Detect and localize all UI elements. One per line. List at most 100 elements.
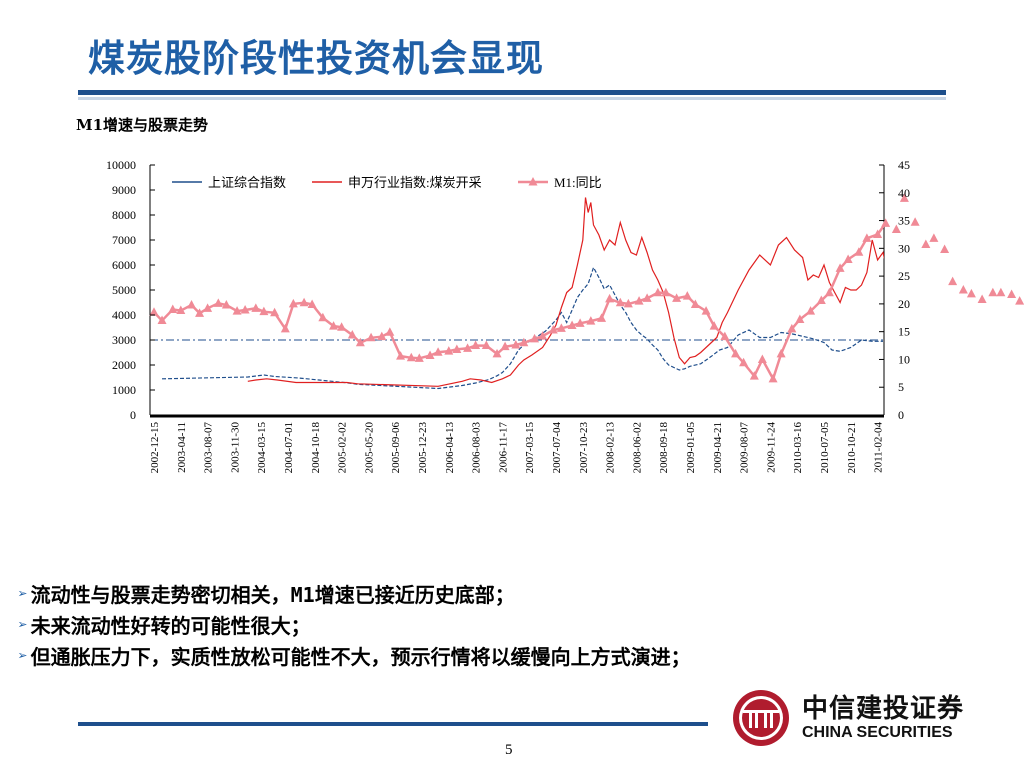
bullet-arrow-icon: ➢	[18, 584, 28, 603]
x-tick-label: 2003-04-11	[176, 422, 188, 473]
series-point-2	[425, 350, 435, 360]
x-tick-label: 2005-05-20	[363, 422, 375, 474]
page-number: 5	[505, 742, 513, 758]
x-tick-label: 2007-07-04	[551, 422, 563, 474]
series-point-2	[538, 331, 548, 340]
series-point-2	[891, 224, 901, 233]
series-point-2	[940, 244, 950, 253]
series-point-2	[672, 293, 682, 302]
y-left-tick-label: 2000	[112, 358, 136, 372]
series-point-2	[757, 354, 767, 363]
series-point-2	[690, 299, 700, 308]
series-point-2	[481, 340, 491, 350]
series-point-2	[433, 347, 443, 356]
series-point-2	[835, 263, 845, 272]
series-line-1	[247, 197, 884, 387]
series-point-2	[149, 307, 159, 316]
series-point-2	[739, 357, 749, 367]
x-tick-label: 2008-06-02	[631, 422, 643, 473]
series-point-2	[157, 315, 167, 325]
legend-label: 申万行业指数:煤炭开采	[348, 175, 482, 190]
series-point-2	[318, 312, 328, 322]
series-point-2	[221, 300, 231, 309]
series-point-2	[1015, 296, 1024, 305]
y-left-tick-label: 10000	[106, 158, 136, 172]
x-tick-label: 2010-03-16	[792, 422, 804, 474]
x-tick-label: 2007-03-15	[524, 422, 536, 474]
series-point-2	[661, 287, 671, 297]
series-point-2	[854, 247, 864, 256]
series-point-2	[270, 307, 280, 317]
y-left-tick-label: 8000	[112, 208, 136, 222]
slide-title: 煤炭股阶段性投资机会显现	[88, 37, 544, 80]
y-right-tick-label: 40	[898, 186, 910, 200]
series-point-2	[623, 298, 633, 308]
series-point-2	[232, 306, 242, 315]
series-point-2	[240, 305, 250, 314]
series-point-2	[615, 297, 625, 307]
series-point-2	[873, 229, 883, 238]
chart-ticks: 0100020003000400050006000700080009000100…	[106, 158, 910, 473]
series-point-2	[816, 295, 826, 305]
y-right-tick-label: 45	[898, 158, 910, 172]
chart-legend: 上证综合指数 申万行业指数:煤炭开采 M1:同比	[172, 175, 602, 190]
series-point-2	[881, 218, 891, 227]
series-point-2	[948, 276, 958, 286]
bullet-text: 流动性与股票走势密切相关，M1增速已接近历史底部；	[30, 583, 515, 607]
series-point-2	[731, 348, 741, 358]
chart-markers	[149, 193, 1024, 383]
series-point-2	[414, 353, 424, 362]
x-tick-label: 2009-11-24	[765, 422, 777, 473]
series-point-2	[966, 288, 976, 298]
series-point-2	[299, 297, 309, 307]
series-point-2	[634, 296, 644, 305]
series-point-2	[605, 293, 615, 303]
bullet-item: ➢ 未来流动性好转的可能性很大；	[18, 609, 691, 640]
y-left-tick-label: 9000	[112, 183, 136, 197]
x-tick-label: 2006-04-13	[444, 422, 456, 474]
series-point-2	[511, 340, 521, 349]
series-point-2	[259, 306, 269, 316]
series-point-2	[709, 321, 719, 330]
x-tick-label: 2007-10-23	[578, 422, 590, 474]
x-tick-label: 2011-02-04	[873, 422, 885, 473]
series-point-2	[768, 373, 778, 383]
series-point-2	[406, 352, 416, 362]
series-point-2	[556, 323, 566, 332]
series-line-2	[153, 223, 884, 383]
chart-title: M1增速与股票走势	[76, 116, 209, 134]
logo-name-en: CHINA SECURITIES	[802, 724, 953, 741]
series-point-2	[795, 314, 805, 323]
y-right-tick-label: 5	[898, 380, 904, 394]
series-point-2	[530, 333, 540, 343]
series-point-2	[996, 287, 1006, 297]
series-point-2	[597, 313, 607, 322]
series-line-0	[161, 265, 883, 390]
y-right-tick-label: 30	[898, 241, 910, 255]
company-logo: 中信建投证券 CHINA SECURITIES	[728, 686, 968, 750]
x-tick-label: 2004-03-15	[256, 422, 268, 474]
series-point-2	[586, 316, 596, 325]
series-point-2	[288, 298, 298, 308]
x-tick-label: 2010-07-05	[819, 422, 831, 474]
y-right-tick-label: 15	[898, 325, 910, 339]
title-rule-light	[78, 97, 946, 100]
footer-rule	[78, 722, 708, 726]
x-tick-label: 2010-10-21	[846, 422, 858, 473]
x-tick-label: 2009-08-07	[739, 422, 751, 474]
series-point-2	[575, 318, 585, 327]
y-right-tick-label: 25	[898, 269, 910, 283]
x-tick-label: 2009-01-05	[685, 422, 697, 474]
title-rule	[78, 90, 946, 95]
legend-marker	[528, 177, 538, 186]
y-left-tick-label: 4000	[112, 308, 136, 322]
series-point-2	[337, 322, 347, 331]
series-point-2	[929, 233, 939, 242]
series-point-2	[213, 298, 223, 307]
series-point-2	[366, 332, 376, 342]
x-tick-label: 2008-02-13	[605, 422, 617, 474]
series-point-2	[988, 287, 998, 297]
y-left-tick-label: 6000	[112, 258, 136, 272]
series-point-2	[776, 348, 786, 358]
series-point-2	[492, 348, 502, 358]
